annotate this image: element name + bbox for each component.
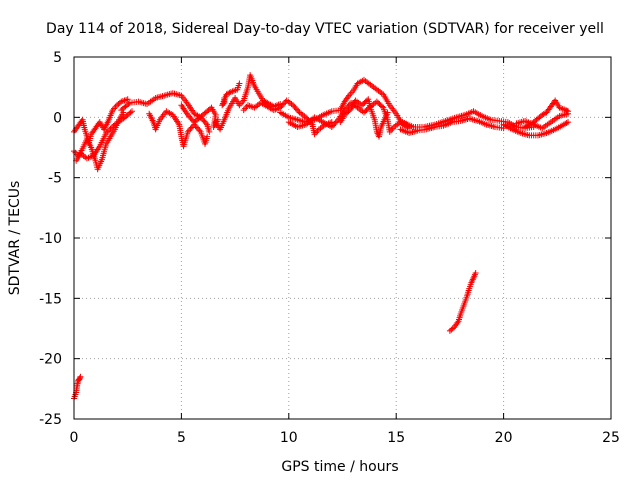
- series-arc-arc-20-23: [500, 119, 572, 139]
- data-point-plus: [202, 120, 209, 127]
- data-point-plus: [384, 109, 391, 116]
- data-point-plus: [278, 103, 285, 110]
- data-point-plus: [187, 114, 194, 121]
- data-point-plus: [193, 124, 200, 131]
- y-axis-label: SDTVAR / TECUs: [7, 181, 23, 296]
- data-point-plus: [188, 116, 195, 123]
- data-point-plus: [291, 103, 298, 110]
- y-tick-labels: 5 0 -5 -10 -15 -20 -25: [39, 50, 62, 428]
- y-tick-label: -20: [39, 352, 62, 368]
- y-tick-label: 0: [53, 110, 62, 126]
- data-point-plus: [186, 113, 193, 120]
- data-point-plus: [127, 109, 134, 116]
- data-point-plus: [565, 119, 572, 126]
- x-tick-label: 10: [280, 430, 298, 446]
- data-point-plus: [103, 130, 110, 137]
- data-point-plus: [292, 105, 299, 112]
- data-series: [71, 72, 572, 402]
- data-point-plus: [565, 110, 572, 117]
- data-point-plus: [116, 99, 123, 106]
- data-point-plus: [563, 119, 570, 126]
- series-arc-arc-17-18: [446, 269, 479, 334]
- data-point-plus: [200, 117, 207, 124]
- series-arc-arc-13-15-dips: [337, 96, 391, 140]
- data-point-plus: [192, 123, 199, 130]
- data-point-plus: [207, 105, 214, 112]
- data-point-plus: [110, 122, 117, 129]
- y-tick-label: -15: [39, 291, 62, 307]
- x-tick-label: 25: [602, 430, 620, 446]
- data-point-plus: [206, 128, 213, 135]
- y-tick-label: -5: [48, 171, 62, 187]
- data-point-plus: [124, 96, 131, 103]
- data-point-plus: [108, 124, 115, 131]
- data-point-plus: [281, 100, 288, 107]
- data-point-plus: [125, 101, 132, 108]
- data-point-plus: [184, 128, 191, 135]
- series-arc-arc-00-03-upper: [71, 96, 131, 146]
- data-point-plus: [106, 127, 113, 134]
- data-point-plus: [295, 108, 302, 115]
- data-point-plus: [195, 125, 202, 132]
- data-point-plus: [186, 127, 193, 134]
- data-point-plus: [330, 122, 337, 129]
- x-tick-labels: 0 5 10 15 20 25: [70, 430, 620, 446]
- x-tick-label: 20: [495, 430, 513, 446]
- plot-frame: [73, 56, 612, 420]
- data-point-plus: [77, 373, 84, 380]
- data-point-plus: [226, 89, 233, 96]
- data-point-plus: [293, 106, 300, 113]
- series-arc-arc-03-05-dip: [146, 108, 211, 150]
- series-arc-arc-15-20-low: [397, 115, 507, 137]
- y-tick-label: -10: [39, 231, 62, 247]
- data-point-plus: [76, 374, 83, 381]
- data-point-plus: [204, 133, 211, 140]
- data-point-plus: [342, 105, 349, 112]
- x-tick-label: 15: [387, 430, 405, 446]
- data-point-plus: [184, 111, 191, 118]
- x-tick-label: 0: [70, 430, 79, 446]
- series-arc-arc-20-23-up: [522, 97, 572, 130]
- y-tick-label: -25: [39, 412, 62, 428]
- y-tick-label: 5: [53, 50, 62, 66]
- data-point-plus: [128, 108, 135, 115]
- data-point-plus: [472, 269, 479, 276]
- data-point-plus: [379, 103, 386, 110]
- data-point-plus: [201, 118, 208, 125]
- data-point-plus: [331, 121, 338, 128]
- data-point-plus: [188, 124, 195, 131]
- series-arc-arc-02-05: [118, 90, 213, 135]
- data-point-plus: [333, 118, 340, 125]
- data-point-plus: [104, 128, 111, 135]
- chart-title: Day 114 of 2018, Sidereal Day-to-day VTE…: [46, 21, 604, 37]
- x-axis-label: GPS time / hours: [281, 459, 398, 475]
- series-arc-arc-20-23-mid: [513, 110, 572, 132]
- data-point-plus: [236, 80, 243, 87]
- x-tick-label: 5: [177, 430, 186, 446]
- data-point-plus: [449, 325, 456, 332]
- data-point-plus: [279, 101, 286, 108]
- series-arc-arc-07-ticks: [219, 80, 243, 109]
- data-point-plus: [187, 125, 194, 132]
- data-point-plus: [563, 107, 570, 114]
- data-point-plus: [107, 125, 114, 132]
- data-point-plus: [196, 127, 203, 134]
- data-point-plus: [328, 123, 335, 130]
- data-point-plus: [290, 102, 297, 109]
